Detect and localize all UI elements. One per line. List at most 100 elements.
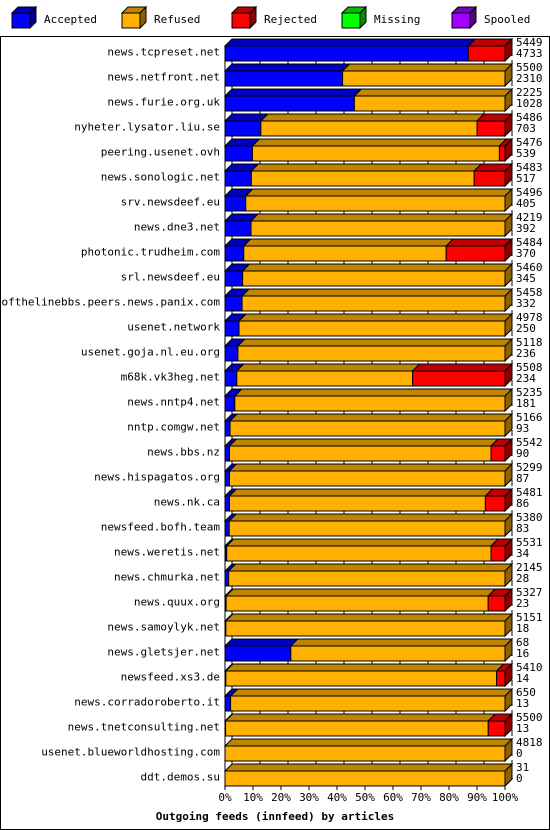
bar-front [224, 70, 344, 87]
bar-front [224, 45, 469, 62]
bar-top [223, 63, 351, 72]
bar-top [259, 113, 486, 122]
bar-front [226, 545, 492, 562]
bar-top [224, 663, 505, 672]
bar-front [224, 345, 239, 362]
category-label-endofthelinebbs-peers-news-panix-com: endofthelinebbs.peers.news.panix.com [0, 296, 220, 309]
category-label-news-bbs-nz: news.bbs.nz [147, 446, 220, 459]
bar-front [224, 320, 240, 337]
category-label-news-sonologic-net: news.sonologic.net [101, 171, 220, 184]
bar-segment-refused [224, 713, 497, 737]
bar-top [228, 488, 494, 497]
bar-segment-refused [233, 387, 514, 413]
bar-front [225, 620, 506, 637]
bar-front [224, 145, 253, 162]
bar-side [504, 387, 513, 413]
category-label-usenet-blueworldhosting-com: usenet.blueworldhosting.com [41, 746, 220, 759]
data-label-offered: 5166 [516, 411, 543, 424]
data-label-offered: 5458 [516, 286, 543, 299]
data-label-accepted: 250 [516, 322, 536, 335]
bar-side [504, 762, 513, 788]
bar-segment-rejected [489, 537, 514, 563]
bar-side [504, 737, 513, 763]
bar-top [229, 688, 514, 697]
bar-top [225, 538, 500, 547]
bar-front [260, 120, 478, 137]
bar-segment-rejected [467, 37, 514, 63]
data-label-offered: 5508 [516, 361, 543, 374]
bar-side [504, 412, 513, 438]
bar-side [504, 162, 513, 188]
bar-top [250, 163, 483, 172]
bar-segment-rejected [472, 162, 514, 188]
legend-label-refused: Refused [154, 13, 201, 26]
category-label-newsfeed-xs3-de: newsfeed.xs3.de [121, 671, 220, 684]
bar-front [224, 470, 230, 487]
legend-swatch-front [451, 12, 471, 29]
bar-front [242, 270, 506, 287]
data-label-accepted: 332 [516, 297, 536, 310]
bar-front [243, 245, 447, 262]
bar-segment-refused [353, 87, 514, 113]
category-label-srv-newsdeef-eu: srv.newsdeef.eu [121, 196, 220, 209]
category-label-news-hispagatos-org: news.hispagatos.org [94, 471, 220, 484]
bar-segment-refused [236, 337, 514, 363]
bar-top [228, 438, 500, 447]
bar-side [504, 237, 513, 263]
bar-top [223, 738, 514, 747]
bar-segment-refused [241, 262, 514, 288]
legend-swatch-graphic [450, 5, 478, 30]
bar-top [249, 213, 514, 222]
data-label-accepted: 93 [516, 422, 529, 435]
bar-top [233, 388, 514, 397]
bar-side [504, 662, 513, 688]
bar-side [504, 262, 513, 288]
bar-front [498, 145, 506, 162]
bar-segment-accepted [223, 38, 477, 62]
data-label-accepted: 345 [516, 272, 536, 285]
bar-side [504, 187, 513, 213]
category-label-news-tcpreset-net: news.tcpreset.net [107, 46, 220, 59]
bar-side [504, 612, 513, 638]
category-label-nyheter-lysator-liu-se: nyheter.lysator.liu.se [74, 121, 220, 134]
category-label-ddt-demos-su: ddt.demos.su [141, 771, 220, 784]
x-tick-label: 100% [492, 791, 519, 804]
bar-front [224, 495, 230, 512]
bar-front [237, 345, 506, 362]
x-tick-label: 80% [439, 791, 459, 804]
bar-front [342, 70, 506, 87]
bar-segment-accepted [223, 88, 363, 112]
legend-label-missing: Missing [374, 13, 421, 26]
legend-swatch-front [121, 12, 141, 29]
bar-segment-rejected [486, 587, 514, 613]
bar-segment-accepted [223, 638, 300, 662]
data-label-offered: 5299 [516, 461, 543, 474]
category-label-news-corradoroberto-it: news.corradoroberto.it [74, 696, 220, 709]
legend-swatch-graphic [10, 5, 38, 30]
data-label-offered: 2145 [516, 561, 543, 574]
bar-side [504, 587, 513, 613]
bar-segment-refused [228, 438, 500, 462]
bar-segment-accepted [223, 288, 251, 312]
bar-front [229, 420, 506, 437]
bar-side [504, 87, 513, 113]
x-tick-label: 40% [327, 791, 347, 804]
bar-front [484, 495, 506, 512]
data-label-offered: 5151 [516, 611, 543, 624]
data-label-accepted: 13 [516, 722, 529, 735]
bar-front [225, 720, 489, 737]
bar-side [504, 137, 513, 163]
bar-top [227, 513, 514, 522]
bar-segment-rejected [411, 362, 514, 388]
data-label-accepted: 370 [516, 247, 536, 260]
bar-front [241, 295, 506, 312]
bar-front [224, 520, 230, 537]
data-label-offered: 5118 [516, 336, 543, 349]
bar-front [228, 520, 506, 537]
legend-swatch-graphic [230, 5, 258, 30]
bar-side [504, 312, 513, 338]
x-tick-label: 30% [299, 791, 319, 804]
bar-front [224, 695, 232, 712]
data-label-offered: 5481 [516, 486, 543, 499]
